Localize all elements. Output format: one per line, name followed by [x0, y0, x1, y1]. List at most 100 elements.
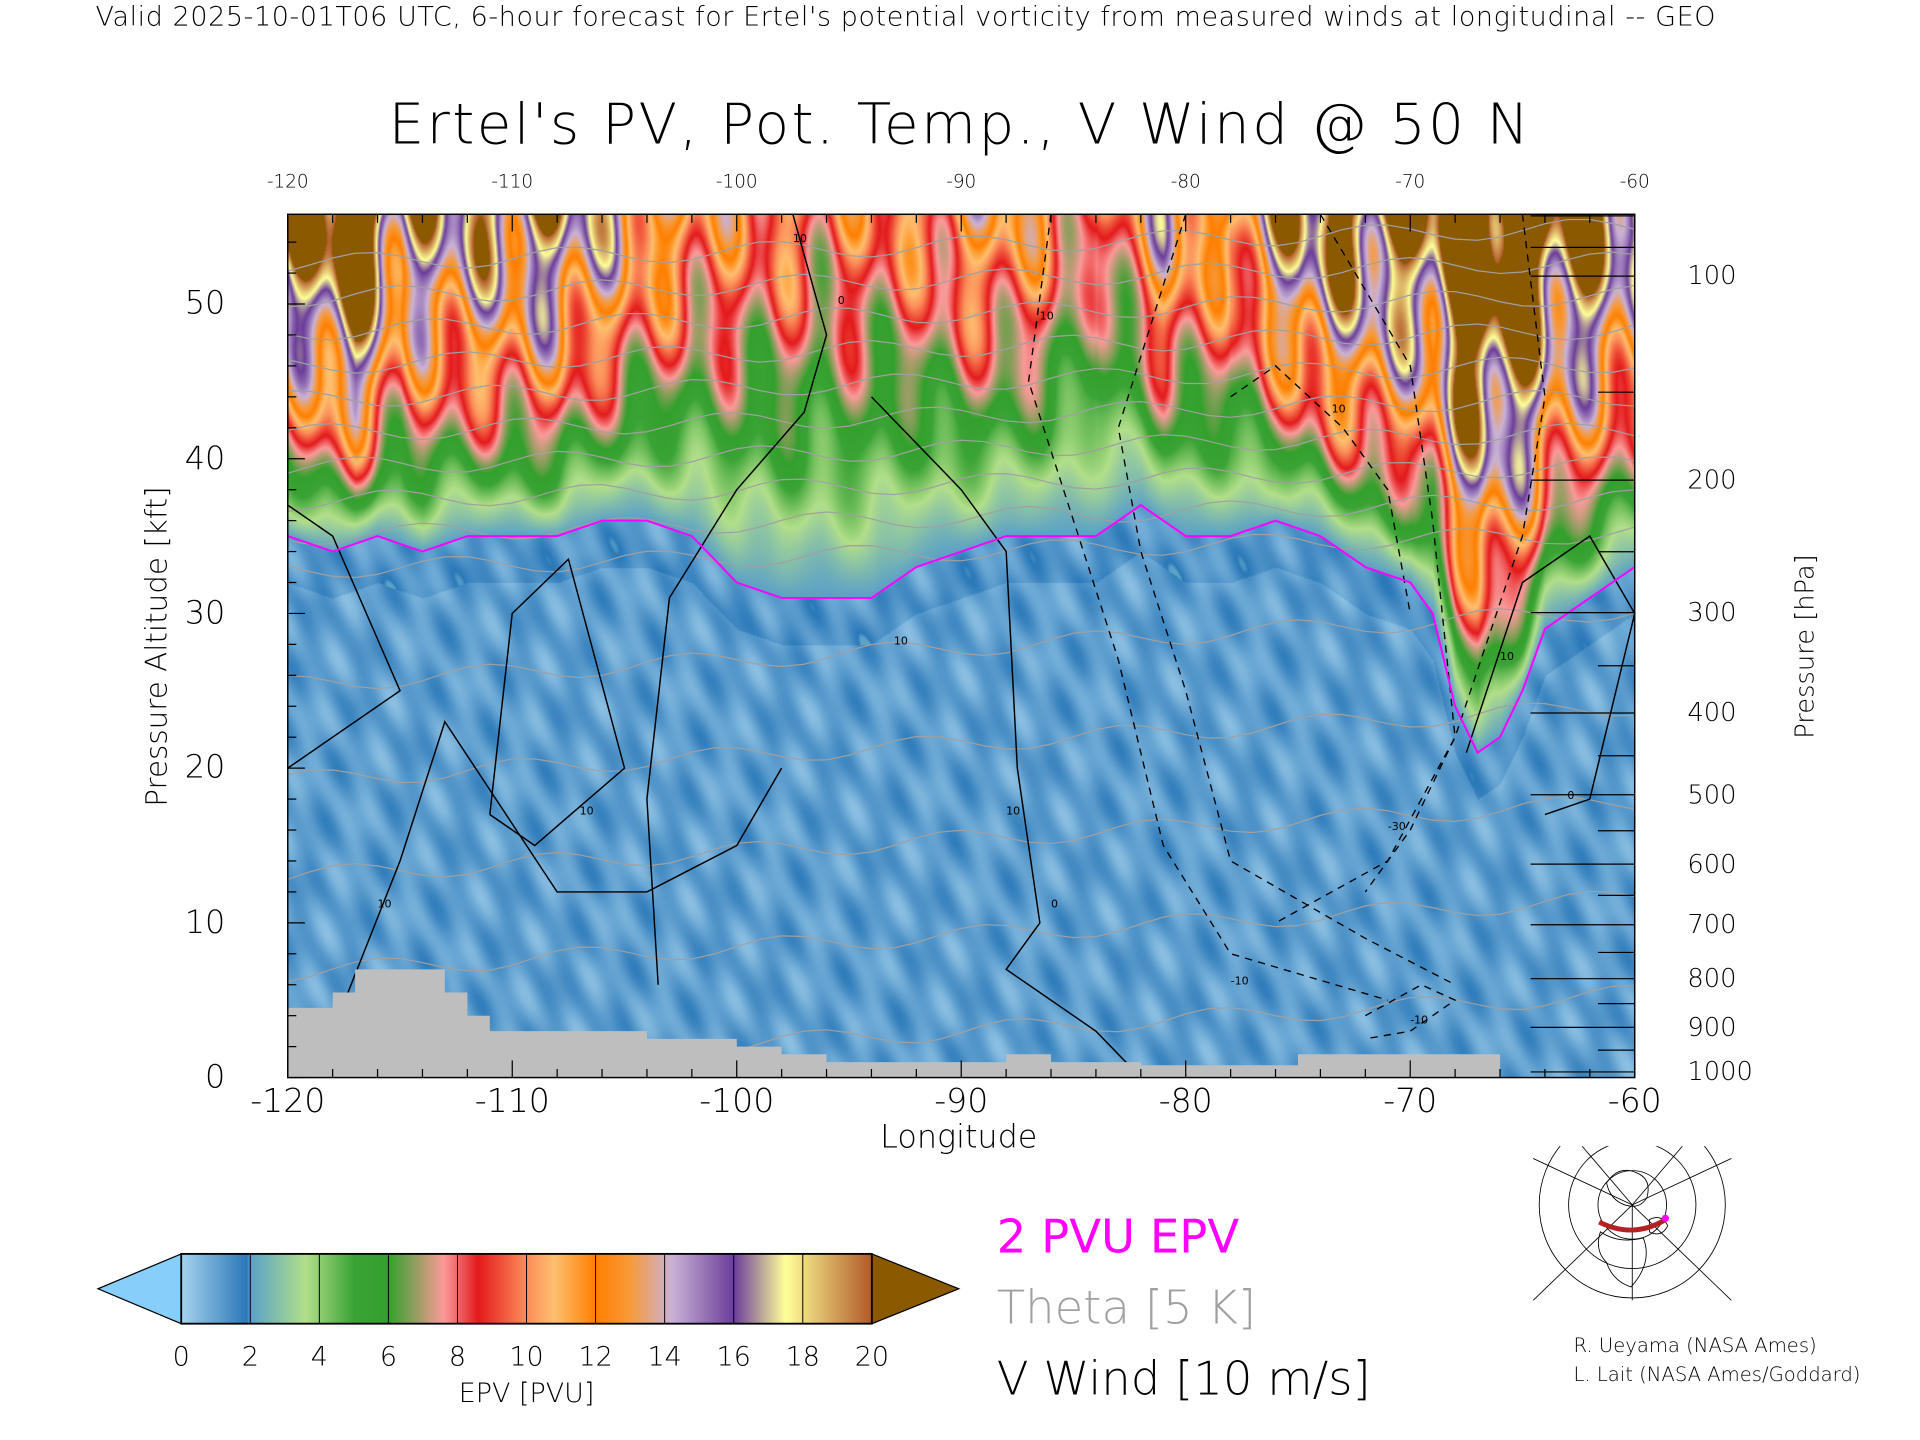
wind-contour-line	[646, 214, 828, 985]
x-tick-label: -90	[934, 1082, 989, 1121]
wind-contour-line	[1230, 365, 1411, 614]
locator-map-icon	[1533, 1146, 1732, 1301]
colorbar-tick-label: 16	[716, 1342, 751, 1373]
x-tick-label: -120	[250, 1082, 326, 1121]
chart-title: Ertel's PV, Pot. Temp., V Wind @ 50 N	[388, 90, 1532, 157]
colorbar-tick-label: 14	[647, 1342, 682, 1373]
x-tick-label: -80	[1158, 1082, 1213, 1121]
theta-contour-line	[287, 796, 1635, 880]
colorbar-tick-label: 4	[310, 1342, 328, 1373]
theta-contour-line	[287, 489, 1635, 545]
wind-contour-line	[1027, 214, 1388, 1001]
top-x-tick-label: -110	[491, 170, 534, 193]
pressure-tick-label: 1000	[1687, 1057, 1753, 1087]
x-tick-label: -60	[1607, 1082, 1662, 1121]
epv-heatmap	[287, 214, 1635, 1078]
credit-line: R. Ueyama (NASA Ames)	[1573, 1333, 1817, 1357]
contour-label: 10	[1500, 650, 1514, 663]
colorbar-tick-label: 20	[854, 1342, 889, 1373]
tropopause-2pvu-line	[287, 503, 1636, 755]
contour-label: 0	[838, 294, 845, 307]
theta-contour-line	[287, 323, 1635, 374]
x-tick-label: -70	[1383, 1082, 1438, 1121]
contour-label: -10	[1231, 975, 1249, 988]
top-x-tick-label: -60	[1619, 170, 1650, 193]
colorbar-tick-label: 10	[509, 1342, 544, 1373]
legend-wind: V Wind [10 m/s]	[996, 1351, 1371, 1406]
wind-contour-line	[1275, 213, 1456, 924]
terrain	[287, 969, 1635, 1078]
map-track	[1598, 1217, 1667, 1233]
legend-tropopause: 2 PVU EPV	[996, 1209, 1240, 1264]
y2-axis-label: Pressure [hPa]	[1790, 554, 1820, 739]
theta-contour-line	[287, 702, 1635, 783]
pressure-tick-label: 700	[1687, 910, 1737, 940]
contour-label: 10	[793, 232, 807, 245]
theta-contour-line	[287, 389, 1635, 441]
colorbar-tick-label: 12	[578, 1342, 613, 1373]
legend-theta: Theta [5 K]	[996, 1280, 1257, 1335]
contour-label: 10	[580, 805, 594, 818]
wind-contours	[287, 214, 1636, 1079]
contour-label: 10	[1040, 309, 1054, 322]
pressure-tick-label: 200	[1687, 465, 1737, 495]
colorbar-label: EPV [PVU]	[458, 1378, 595, 1410]
theta-contour-line	[287, 890, 1635, 982]
plot-frame	[287, 213, 1636, 1079]
theta-contours	[287, 218, 1635, 1077]
pressure-tick-label: 400	[1687, 698, 1737, 728]
wind-contour-line	[1364, 983, 1457, 1040]
colorbar-tick-label: 2	[241, 1342, 259, 1373]
wind-contour-line	[489, 557, 626, 847]
theta-contour-line	[287, 251, 1635, 308]
pressure-tick-label: 600	[1687, 849, 1737, 879]
pressure-tick-label: 900	[1687, 1012, 1737, 1043]
wind-contour-line	[332, 720, 783, 1032]
x-axis-label: Longitude	[880, 1119, 1038, 1156]
top-x-tick-label: -80	[1170, 170, 1201, 193]
theta-contour-line	[287, 456, 1635, 512]
x-tick-label: -110	[474, 1082, 550, 1121]
top-x-tick-label: -70	[1395, 170, 1426, 193]
negative-wind-contours	[1027, 213, 1546, 1040]
colorbar-tick-label: 6	[379, 1342, 397, 1373]
y-axis-label: Pressure Altitude [kft]	[139, 486, 174, 807]
pressure-tick-label: 100	[1687, 261, 1737, 291]
theta-contour-line	[287, 284, 1635, 341]
wind-contour-line	[1465, 535, 1636, 816]
y-tick-label: 20	[184, 749, 226, 787]
colorbar-tick-label: 18	[785, 1342, 820, 1373]
y-tick-label: 40	[184, 440, 226, 478]
axis-ticks	[287, 214, 1636, 1079]
contour-label: 10	[1006, 805, 1020, 818]
x-tick-label: -100	[699, 1082, 775, 1121]
top-x-tick-label: -120	[266, 170, 309, 193]
colorbar-tick-label: 8	[448, 1342, 467, 1373]
theta-contour-line	[287, 422, 1635, 474]
wind-contour-line	[1364, 214, 1546, 893]
contour-label: -30	[1388, 820, 1406, 833]
y-tick-label: 30	[184, 595, 226, 632]
y-tick-label: 50	[184, 285, 226, 323]
credit-line: L. Lait (NASA Ames/Goddard)	[1573, 1362, 1861, 1387]
page-title: Valid 2025-10-01T06 UTC, 6-hour forecast…	[95, 2, 1717, 34]
colorbar-tick-label: 0	[172, 1342, 190, 1373]
wind-contour-line	[870, 396, 1142, 1079]
pressure-tick-label: 800	[1687, 963, 1737, 994]
pressure-tick-label: 300	[1687, 597, 1737, 628]
contour-label: -10	[1410, 1013, 1428, 1026]
top-x-tick-label: -100	[715, 170, 758, 193]
contour-label: 0	[1051, 897, 1058, 910]
top-x-tick-label: -90	[946, 170, 977, 193]
pressure-tick-label: 500	[1687, 780, 1737, 810]
wind-contour-line	[1117, 214, 1456, 986]
y-tick-label: 10	[184, 904, 226, 942]
wind-contour-line	[287, 504, 401, 769]
contour-label: 0	[1567, 789, 1574, 802]
theta-contour-line	[287, 526, 1635, 579]
contour-label: 10	[894, 634, 908, 647]
theta-contour-line	[287, 608, 1635, 690]
contour-label: 10	[378, 897, 392, 910]
